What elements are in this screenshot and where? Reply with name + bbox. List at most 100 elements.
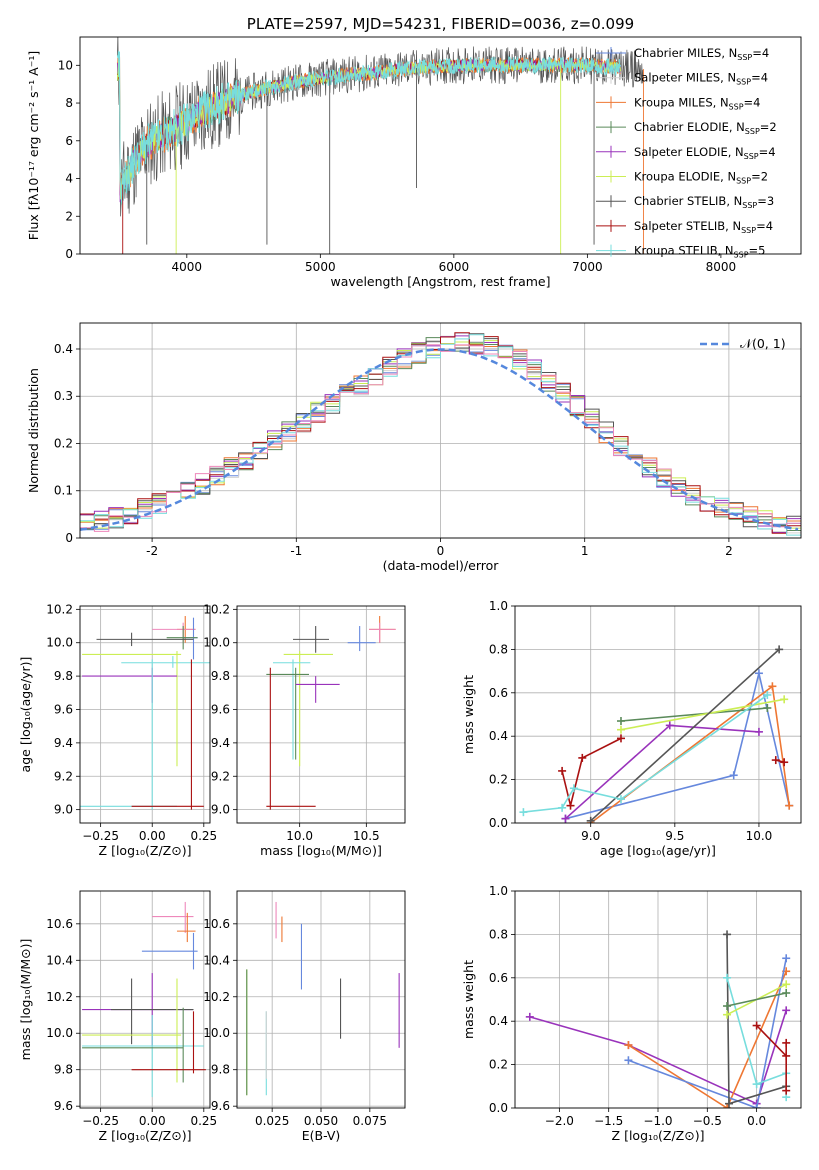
data-point (121, 656, 210, 668)
y-tick-label: 9.2 (211, 769, 230, 783)
age-vs-mass-panel: 10.0 10.5 9.0 9.2 9.4 9.6 9.8 10.0 10.2 mass [log… (203, 602, 406, 858)
error-bars (80, 616, 210, 810)
y-tick-label: 0.0 (489, 816, 508, 830)
legend-label-value: =3 (757, 194, 774, 208)
mass-vs-z-panel: −0.25 0.00 0.25 9.6 9.8 10.0 10.2 10.4 10.6 Z [lo… (18, 890, 217, 1143)
legend-label-text: Salpeter MILES, N (634, 71, 736, 85)
x-tick-label: −0.25 (82, 1114, 119, 1128)
legend-label-value: =4 (756, 219, 773, 233)
y-tick-label: 10.2 (203, 602, 230, 616)
legend-label-sub: SSP (744, 152, 759, 161)
y-axis-label: Flux [fλ10⁻¹⁷ erg cm⁻² s⁻¹ A⁻¹] (26, 51, 41, 240)
legend-label-value: =4 (759, 145, 776, 159)
legend-label: Chabrier ELODIE, NSSP=2 (634, 120, 777, 136)
y-tick-label: 9.0 (54, 803, 73, 817)
legend-label-value: =2 (760, 120, 777, 134)
age-vs-z-panel: −0.25 0.00 0.25 9.0 9.2 9.4 9.6 9.8 10.0 10.2 Z [l… (18, 602, 217, 858)
normal-curve (80, 348, 799, 531)
y-tick-label: 9.6 (54, 1099, 73, 1113)
data-point (82, 667, 177, 703)
weight-series (525, 930, 791, 1108)
x-tick-label: 0.25 (190, 1114, 217, 1128)
axes-frame (79, 605, 211, 824)
x-tick-label: -2 (146, 544, 158, 558)
legend-label-text: Chabrier STELIB, N (634, 194, 742, 208)
x-axis-label: Z [log₁₀(Z/Z⊙)] (612, 1128, 705, 1143)
y-axis-label: Normed distribution (26, 368, 41, 493)
y-tick-label: 9.4 (54, 736, 73, 750)
legend-label: Kroupa STELIB, NSSP=5 (634, 244, 765, 260)
weight-vs-z-panel: −2.0 −1.5 −1.0 −0.5 0.0 0.0 0.2 0.4 0.6 0.8 1.0 Z [… (461, 884, 802, 1143)
y-tick-label: 9.2 (54, 769, 73, 783)
histogram-panel: -2 -1 0 1 2 0 0.1 0.2 0.3 0.4 (data-model)/error No… (26, 322, 802, 573)
hist-pink (80, 344, 801, 532)
data-point (293, 626, 329, 653)
y-tick-label: 9.0 (211, 803, 230, 817)
x-tick-label: 10.0 (286, 829, 313, 843)
legend-label-value: =5 (749, 244, 766, 258)
data-point (273, 659, 311, 760)
x-tick-label: 0.25 (190, 829, 217, 843)
x-tick-label: 1 (581, 544, 589, 558)
y-tick-label: 6 (65, 134, 73, 148)
data-point (82, 1007, 184, 1083)
series-line (529, 1010, 787, 1105)
x-axis-label: age [log₁₀(age/yr)] (600, 843, 716, 858)
series-line (620, 707, 768, 722)
y-tick-label: 0.0 (489, 1101, 508, 1115)
series-line (564, 724, 759, 820)
legend-label-sub: SSP (742, 201, 757, 210)
y-tick-label: 9.8 (54, 1063, 73, 1077)
x-axis-label: wavelength [Angstrom, rest frame] (330, 274, 550, 289)
y-tick-label: 9.6 (54, 702, 73, 716)
legend-label: Kroupa MILES, NSSP=4 (634, 95, 760, 111)
legend-label: Salpeter ELODIE, NSSP=4 (634, 145, 776, 161)
x-tick-label: 0.050 (304, 1114, 338, 1128)
x-tick-label: −0.5 (693, 1114, 722, 1128)
legend-label-text: Salpeter ELODIE, N (634, 145, 744, 159)
series-line (565, 673, 790, 820)
data-point (152, 901, 194, 933)
y-tick-label: 10.4 (46, 953, 73, 967)
legend-label: 𝒩(0, 1) (740, 336, 786, 351)
x-tick-label: 9.5 (665, 829, 684, 843)
legend-label-value: =2 (751, 170, 768, 184)
x-axis-label: Z [log₁₀(Z/Z⊙)] (99, 843, 192, 858)
y-tick-label: 0.1 (54, 484, 73, 498)
y-tick-label: 10.2 (46, 602, 73, 616)
data-point (283, 651, 333, 767)
legend-label-text: Kroupa MILES, N (634, 95, 729, 109)
axes-frame (514, 605, 802, 824)
legend-label-sub: SSP (737, 53, 752, 62)
spectrum-kroupa-stelib (116, 51, 621, 205)
weight-series (519, 645, 794, 823)
mass-vs-ebv-panel: 0.025 0.050 0.075 9.6 9.8 10.0 10.2 10.4 10.6 E(B… (203, 890, 406, 1143)
x-tick-label: −0.25 (82, 829, 119, 843)
y-tick-label: 0.4 (489, 729, 508, 743)
spectrum-lines (116, 37, 644, 254)
data-point (131, 1011, 206, 1074)
x-tick-label: 0.075 (353, 1114, 387, 1128)
y-tick-label: 10.6 (203, 917, 230, 931)
data-point (82, 651, 182, 767)
y-tick-label: 10.0 (46, 636, 73, 650)
y-tick-label: 0.3 (54, 389, 73, 403)
series-line (726, 992, 787, 1007)
y-tick-label: 1.0 (489, 599, 508, 613)
series-line (627, 970, 787, 1108)
y-tick-label: 9.4 (211, 736, 230, 750)
data-point (166, 626, 198, 650)
data-point (266, 667, 316, 810)
axes-frame (236, 890, 406, 1109)
x-tick-label: −1.5 (594, 1114, 623, 1128)
series-line (590, 648, 780, 822)
x-tick-label: 2 (725, 544, 733, 558)
legend-label: Chabrier MILES, NSSP=4 (634, 46, 769, 62)
legend-label: Chabrier STELIB, NSSP=3 (634, 194, 774, 210)
error-bars (246, 901, 400, 1096)
y-axis-label: mass [log₁₀(M/M⊙)] (18, 939, 33, 1061)
y-tick-label: 9.8 (211, 1063, 230, 1077)
y-tick-label: 4 (65, 172, 73, 186)
y-axis-label: mass weight (461, 960, 476, 1039)
